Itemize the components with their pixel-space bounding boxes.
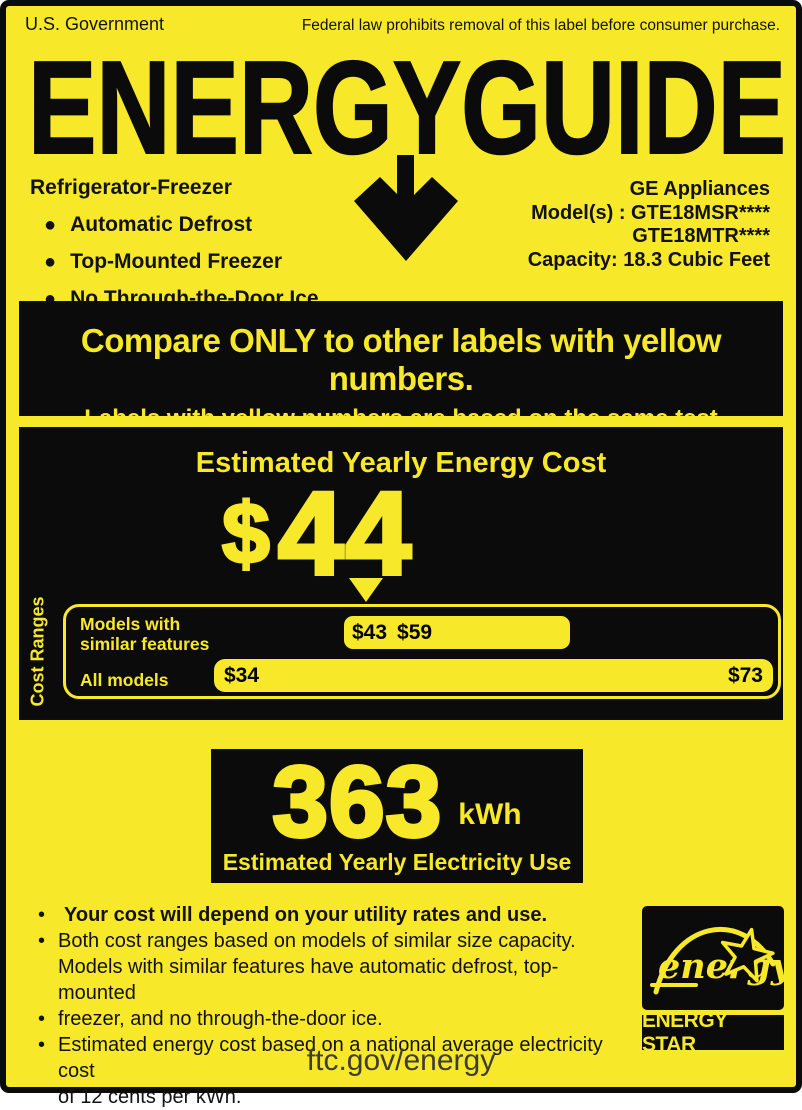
product-category: Refrigerator-Freezer <box>30 176 232 199</box>
energy-star-emblem-art: energy <box>650 927 784 995</box>
feature-item: ● Automatic Defrost <box>30 213 375 237</box>
cost-ranges-axis-label: Cost Ranges <box>27 595 48 707</box>
note-line: Models with similar features have automa… <box>58 956 559 1004</box>
feature-item: ● Top-Mounted Freezer <box>30 250 375 274</box>
feature-list: ● Automatic Defrost ● Top-Mounted Freeze… <box>30 213 375 311</box>
similar-models-bar: $43 $59 <box>344 616 570 649</box>
energyguide-wordmark: ENERGYGUIDE <box>27 54 787 164</box>
bullet-icon: • <box>38 1008 46 1030</box>
bullet-icon: • <box>38 930 46 952</box>
usage-row: 363 kWh <box>211 746 583 858</box>
yearly-cost: $ 44 <box>221 468 414 600</box>
cost-panel: Estimated Yearly Energy Cost $ 44 Cost R… <box>19 427 783 720</box>
compare-headline: Compare ONLY to other labels with yellow… <box>80 322 722 397</box>
note-line: of 12 cents per kWh. <box>58 1086 242 1108</box>
yearly-cost-value: 44 <box>276 468 414 600</box>
note-item: • freezer, and no through-the-door ice. <box>32 1006 624 1032</box>
compare-banner: Compare ONLY to other labels with yellow… <box>19 301 783 460</box>
model-line-1: Model(s) : GTE18MSR**** <box>531 201 770 224</box>
similar-models-label-line2: similar features <box>80 634 210 654</box>
similar-models-label-line1: Models with <box>80 614 181 634</box>
note-item: • Your cost will depend on your utility … <box>32 902 624 928</box>
all-max-value: $73 <box>727 663 763 687</box>
note-line: Estimated energy cost based on a nationa… <box>58 1034 603 1082</box>
cost-ranges-chart: Models with similar features $43 $59 All… <box>63 604 781 699</box>
similar-models-label: Models with similar features <box>80 614 209 654</box>
notes-section: • Your cost will depend on your utility … <box>32 902 624 1110</box>
label-header: U.S. Government Federal law prohibits re… <box>25 14 780 35</box>
bullet-icon: • <box>38 1034 46 1056</box>
note-line: Both cost ranges based on models of simi… <box>58 930 576 952</box>
note-text: Both cost ranges based on models of simi… <box>58 928 624 1006</box>
cost-ranges-axis: Cost Ranges <box>19 596 57 706</box>
currency-symbol: $ <box>221 486 272 582</box>
energy-star-caption: ENERGY STAR <box>642 1009 784 1056</box>
energy-star-emblem: energy <box>642 906 784 1010</box>
product-info: Refrigerator-Freezer ● Automatic Defrost… <box>30 176 375 311</box>
manufacturer-info: GE Appliances Model(s) : GTE18MSR**** GT… <box>410 178 770 272</box>
usage-caption: Estimated Yearly Electricity Use <box>222 849 572 875</box>
notes-list: • Your cost will depend on your utility … <box>32 902 624 1110</box>
energyguide-title-text: ENERGYGUIDE <box>28 54 786 164</box>
star-icon <box>720 927 775 983</box>
all-min-value: $34 <box>224 663 260 687</box>
usage-unit: kWh <box>458 798 522 831</box>
note-line: freezer, and no through-the-door ice. <box>58 1008 383 1030</box>
note-text: freezer, and no through-the-door ice. <box>58 1006 383 1032</box>
feature-label: Top-Mounted Freezer <box>70 250 283 273</box>
ftc-url: ftc.gov/energy <box>306 1044 496 1077</box>
bullet-icon: ● <box>44 214 57 236</box>
energy-star-logo: energy ENERGY STAR <box>642 906 784 1056</box>
bullet-icon: • <box>38 904 46 926</box>
usage-box: 363 kWh Estimated Yearly Electricity Use <box>211 749 583 883</box>
similar-min-value: $43 <box>352 620 388 644</box>
federal-notice-text: Federal law prohibits removal of this la… <box>301 17 780 34</box>
cost-marker-icon <box>349 578 383 602</box>
brand-name: GE Appliances <box>629 178 770 200</box>
all-models-bar: $34 $73 <box>214 659 773 692</box>
all-models-label: All models <box>80 670 169 690</box>
down-arrow-icon <box>354 155 458 261</box>
model-line-2: GTE18MTR**** <box>632 225 770 247</box>
note-text: Your cost will depend on your utility ra… <box>58 902 547 928</box>
capacity-line: Capacity: 18.3 Cubic Feet <box>527 248 770 271</box>
cost-panel-title: Estimated Yearly Energy Cost <box>195 447 607 479</box>
note-item: • Both cost ranges based on models of si… <box>32 928 624 1006</box>
bullet-icon: ● <box>44 251 57 273</box>
note-line: Your cost will depend on your utility ra… <box>64 904 548 926</box>
similar-max-value: $59 <box>397 620 433 644</box>
us-government-text: U.S. Government <box>25 14 165 34</box>
feature-label: Automatic Defrost <box>70 213 253 236</box>
usage-value: 363 <box>270 746 443 858</box>
